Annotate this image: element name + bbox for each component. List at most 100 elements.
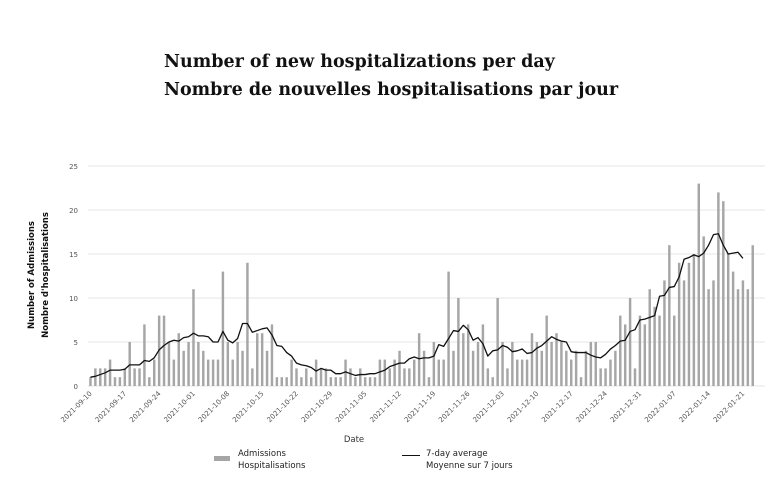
admissions-bar <box>717 192 720 386</box>
admissions-bar <box>417 333 421 386</box>
x-tick-label: 2021-12-10 <box>506 390 540 424</box>
admissions-bar <box>604 368 607 386</box>
admissions-bar <box>334 377 337 386</box>
admissions-bar <box>300 377 303 386</box>
admissions-bar <box>535 342 539 386</box>
admissions-bar <box>231 359 234 386</box>
admissions-bar <box>545 315 548 386</box>
admissions-bar <box>712 280 715 386</box>
x-tick-label: 2022-01-07 <box>643 390 677 424</box>
admissions-bar <box>221 271 225 386</box>
admissions-bar <box>486 368 490 386</box>
admissions-bar <box>128 342 131 386</box>
admissions-bar <box>206 359 210 386</box>
x-tick-label: 2021-12-17 <box>540 390 574 424</box>
admissions-bar <box>285 377 288 386</box>
admissions-bar <box>560 342 563 386</box>
x-axis-label: Date <box>344 435 364 445</box>
admissions-bar <box>182 350 185 386</box>
admissions-bar <box>148 377 151 386</box>
admissions-bar <box>275 377 279 386</box>
admissions-bar <box>113 377 117 386</box>
admissions-bar <box>314 359 318 386</box>
admissions-bar <box>741 280 745 386</box>
admissions-bar <box>408 368 411 386</box>
admissions-bar <box>731 271 735 386</box>
admissions-bar <box>692 254 696 386</box>
admissions-bar <box>437 359 440 386</box>
admissions-bar <box>673 315 676 386</box>
admissions-bar <box>162 315 166 386</box>
admissions-bar <box>668 245 671 386</box>
admissions-bar <box>707 289 710 386</box>
admissions-bar <box>751 245 754 386</box>
admissions-bar <box>344 359 347 386</box>
y-tick-label: 15 <box>69 251 78 259</box>
admissions-bar <box>442 359 445 386</box>
y-tick-label: 0 <box>74 383 78 391</box>
x-tick-label: 2022-01-21 <box>712 390 746 424</box>
admissions-bar <box>619 315 622 386</box>
admissions-bar <box>383 359 387 386</box>
x-tick-label: 2021-09-17 <box>94 390 128 424</box>
admissions-bar <box>236 342 239 386</box>
admissions-bar <box>403 368 406 386</box>
x-tick-label: 2021-10-29 <box>300 390 334 424</box>
admissions-bar <box>398 350 401 386</box>
admissions-bar <box>648 289 651 386</box>
x-tick-label: 2021-10-08 <box>197 390 231 424</box>
legend-line-label-en: 7-day average <box>426 449 488 459</box>
admissions-bar <box>388 368 391 386</box>
x-tick-label: 2021-11-26 <box>437 389 472 424</box>
admissions-bar <box>633 368 637 386</box>
admissions-bar <box>108 359 112 386</box>
admissions-bar <box>452 350 455 386</box>
admissions-bar <box>324 368 328 386</box>
admissions-bar <box>373 377 377 386</box>
admissions-bar <box>628 298 632 386</box>
legend-bar-swatch <box>214 456 230 461</box>
admissions-bar <box>251 368 254 386</box>
admissions-bar <box>702 236 705 386</box>
admissions-bar <box>506 368 509 386</box>
y-axis-label-fr: Nombre d'hospitalisations <box>41 212 51 338</box>
x-tick-label: 2021-12-31 <box>609 390 643 424</box>
legend-bars-label-en: Admissions <box>238 449 286 459</box>
admissions-bar <box>413 359 416 386</box>
admissions-bar <box>280 377 284 386</box>
admissions-bar <box>118 377 122 386</box>
admissions-bar <box>476 342 480 386</box>
admissions-bar <box>609 359 612 386</box>
y-tick-label: 5 <box>74 339 78 347</box>
admissions-bar <box>143 324 146 386</box>
x-tick-label: 2021-12-24 <box>575 389 610 424</box>
admissions-bar <box>339 377 342 386</box>
x-tick-label: 2021-10-15 <box>231 390 265 424</box>
x-tick-label: 2022-01-14 <box>678 389 713 424</box>
admissions-bar <box>260 333 264 386</box>
admissions-bar <box>599 368 602 386</box>
admissions-bar <box>457 298 460 386</box>
admissions-bar <box>447 271 450 386</box>
legend-line-swatch <box>402 455 420 456</box>
admissions-bar <box>192 289 195 386</box>
y-tick-label: 20 <box>69 207 78 215</box>
admissions-bar <box>623 324 627 386</box>
admissions-bar <box>167 342 171 386</box>
x-tick-label: 2021-10-22 <box>265 390 299 424</box>
admissions-bar <box>653 306 656 386</box>
admissions-bar <box>138 368 141 386</box>
admissions-bar <box>584 350 588 386</box>
admissions-bar <box>354 377 357 386</box>
admissions-bar <box>565 350 568 386</box>
admissions-bar <box>511 342 514 386</box>
admissions-bar <box>270 324 274 386</box>
admissions-bar <box>123 368 127 386</box>
admissions-bar <box>638 315 642 386</box>
admissions-bar <box>496 298 499 386</box>
admissions-bar <box>197 342 200 386</box>
admissions-bar <box>359 368 362 386</box>
x-tick-label: 2021-12-03 <box>472 390 506 424</box>
admissions-bar <box>177 333 180 386</box>
admissions-bar <box>265 350 269 386</box>
